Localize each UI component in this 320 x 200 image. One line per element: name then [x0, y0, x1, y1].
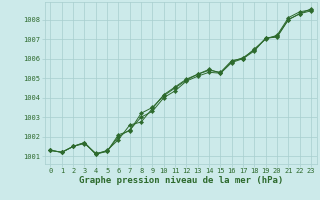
X-axis label: Graphe pression niveau de la mer (hPa): Graphe pression niveau de la mer (hPa) [79, 176, 283, 185]
